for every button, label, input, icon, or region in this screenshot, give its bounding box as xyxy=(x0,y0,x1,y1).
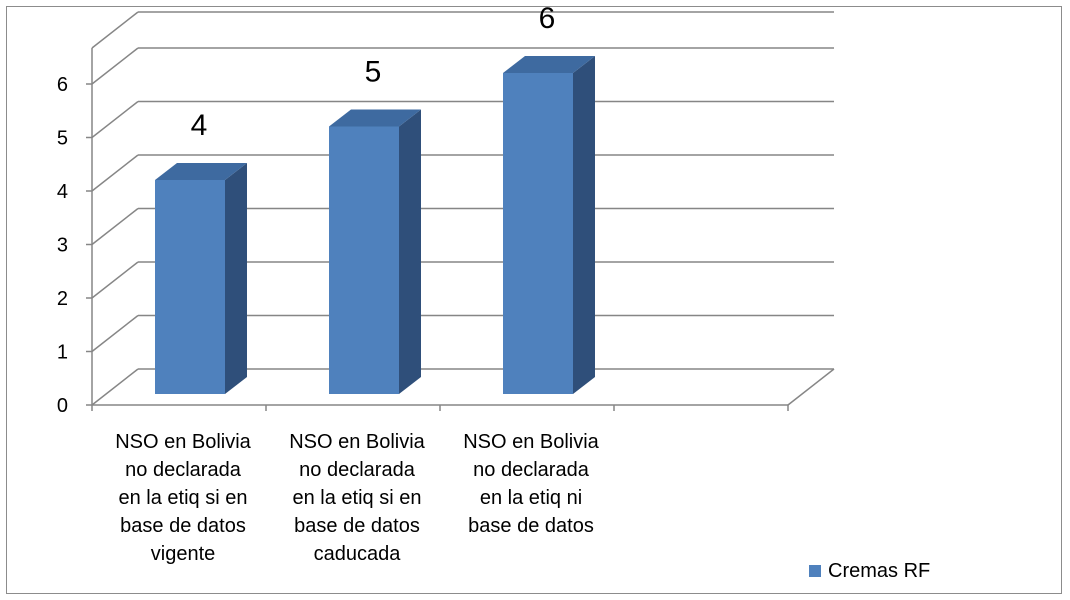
category-label: NSO en Bolivia xyxy=(115,431,251,453)
gridline-side xyxy=(92,155,138,191)
gridline-side xyxy=(92,316,138,352)
category-label: no declarada xyxy=(299,459,416,481)
y-tick-label: 2 xyxy=(57,288,68,310)
bar-side xyxy=(573,56,595,394)
legend-label: Cremas RF xyxy=(828,560,930,582)
gridline-side xyxy=(92,12,138,48)
category-label: NSO en Bolivia xyxy=(463,431,599,453)
bar-front xyxy=(155,180,225,394)
gridline-side xyxy=(92,102,138,138)
category-label: no declarada xyxy=(473,459,590,481)
gridline-side xyxy=(92,48,138,84)
bar xyxy=(155,163,247,394)
category-label: caducada xyxy=(314,543,402,565)
y-tick-label: 5 xyxy=(57,128,68,150)
gridline-side xyxy=(92,369,138,405)
category-label: en la etiq ni xyxy=(480,487,582,509)
bar xyxy=(329,110,421,395)
category-label: base de datos xyxy=(120,515,246,537)
floor-edge xyxy=(788,369,834,405)
category-label: en la etiq si en xyxy=(293,487,422,509)
category-labels: NSO en Bolivia no declarada en la etiq si … xyxy=(115,431,599,565)
category-label: no declarada xyxy=(125,459,242,481)
bar-front xyxy=(329,127,399,395)
bar-side xyxy=(399,110,421,395)
category-label: base de datos xyxy=(468,515,594,537)
y-tick-label: 1 xyxy=(57,342,68,364)
legend-swatch xyxy=(809,565,821,577)
bars xyxy=(155,56,595,394)
data-label: 6 xyxy=(539,2,556,35)
y-tick-label: 0 xyxy=(57,395,68,417)
gridline-side xyxy=(92,262,138,298)
data-label: 4 xyxy=(191,109,208,142)
category-label: NSO en Bolivia xyxy=(289,431,425,453)
gridline-side xyxy=(92,209,138,245)
category-label: en la etiq si en xyxy=(119,487,248,509)
y-axis-tick-labels: 0 1 2 3 4 5 6 xyxy=(57,74,68,417)
y-tick-label: 6 xyxy=(57,74,68,96)
data-label: 5 xyxy=(365,56,382,89)
bar-front xyxy=(503,73,573,394)
y-tick-label: 3 xyxy=(57,235,68,257)
category-label: base de datos xyxy=(294,515,420,537)
legend: Cremas RF xyxy=(809,560,930,582)
y-tick-label: 4 xyxy=(57,181,68,203)
category-label: vigente xyxy=(151,543,216,565)
bar-side xyxy=(225,163,247,394)
bar xyxy=(503,56,595,394)
